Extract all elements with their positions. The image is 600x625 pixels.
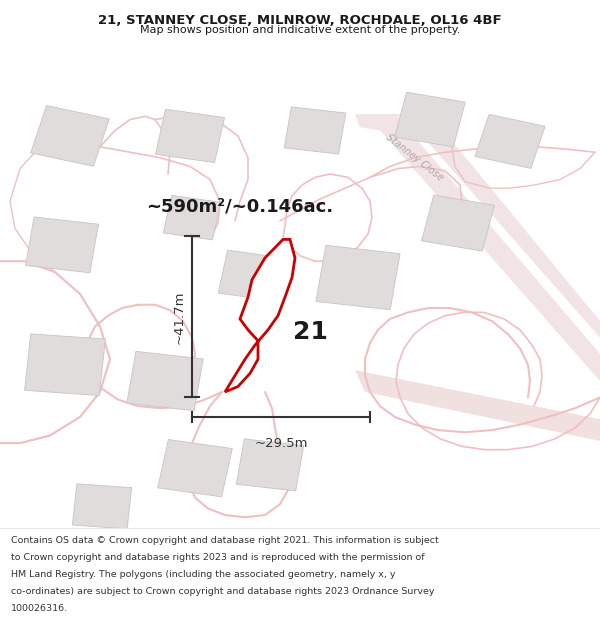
Polygon shape xyxy=(225,239,295,392)
Text: to Crown copyright and database rights 2023 and is reproduced with the permissio: to Crown copyright and database rights 2… xyxy=(11,553,424,562)
Bar xyxy=(73,484,131,529)
Bar xyxy=(25,334,106,396)
Text: HM Land Registry. The polygons (including the associated geometry, namely x, y: HM Land Registry. The polygons (includin… xyxy=(11,570,395,579)
Text: 100026316.: 100026316. xyxy=(11,604,68,612)
Bar xyxy=(127,351,203,411)
Polygon shape xyxy=(390,114,600,338)
Text: 21, STANNEY CLOSE, MILNROW, ROCHDALE, OL16 4BF: 21, STANNEY CLOSE, MILNROW, ROCHDALE, OL… xyxy=(98,14,502,27)
Bar xyxy=(422,195,494,251)
Text: ~41.7m: ~41.7m xyxy=(172,290,185,344)
Text: 21: 21 xyxy=(293,320,328,344)
Text: ~29.5m: ~29.5m xyxy=(254,437,308,450)
Bar xyxy=(31,106,109,166)
Bar xyxy=(155,109,224,162)
Bar xyxy=(236,439,304,491)
Bar xyxy=(158,439,232,497)
Text: Contains OS data © Crown copyright and database right 2021. This information is : Contains OS data © Crown copyright and d… xyxy=(11,536,439,545)
Text: Map shows position and indicative extent of the property.: Map shows position and indicative extent… xyxy=(140,25,460,35)
Bar xyxy=(316,246,400,310)
Polygon shape xyxy=(355,114,600,381)
Bar xyxy=(284,107,346,154)
Bar xyxy=(475,114,545,168)
Text: co-ordinates) are subject to Crown copyright and database rights 2023 Ordnance S: co-ordinates) are subject to Crown copyr… xyxy=(11,587,434,596)
Bar xyxy=(395,92,465,147)
Text: ~590m²/~0.146ac.: ~590m²/~0.146ac. xyxy=(146,198,334,216)
Polygon shape xyxy=(355,370,600,441)
Text: Stanney Close: Stanney Close xyxy=(385,132,446,183)
Bar xyxy=(218,250,282,301)
Bar xyxy=(26,217,98,272)
Bar xyxy=(163,196,221,240)
